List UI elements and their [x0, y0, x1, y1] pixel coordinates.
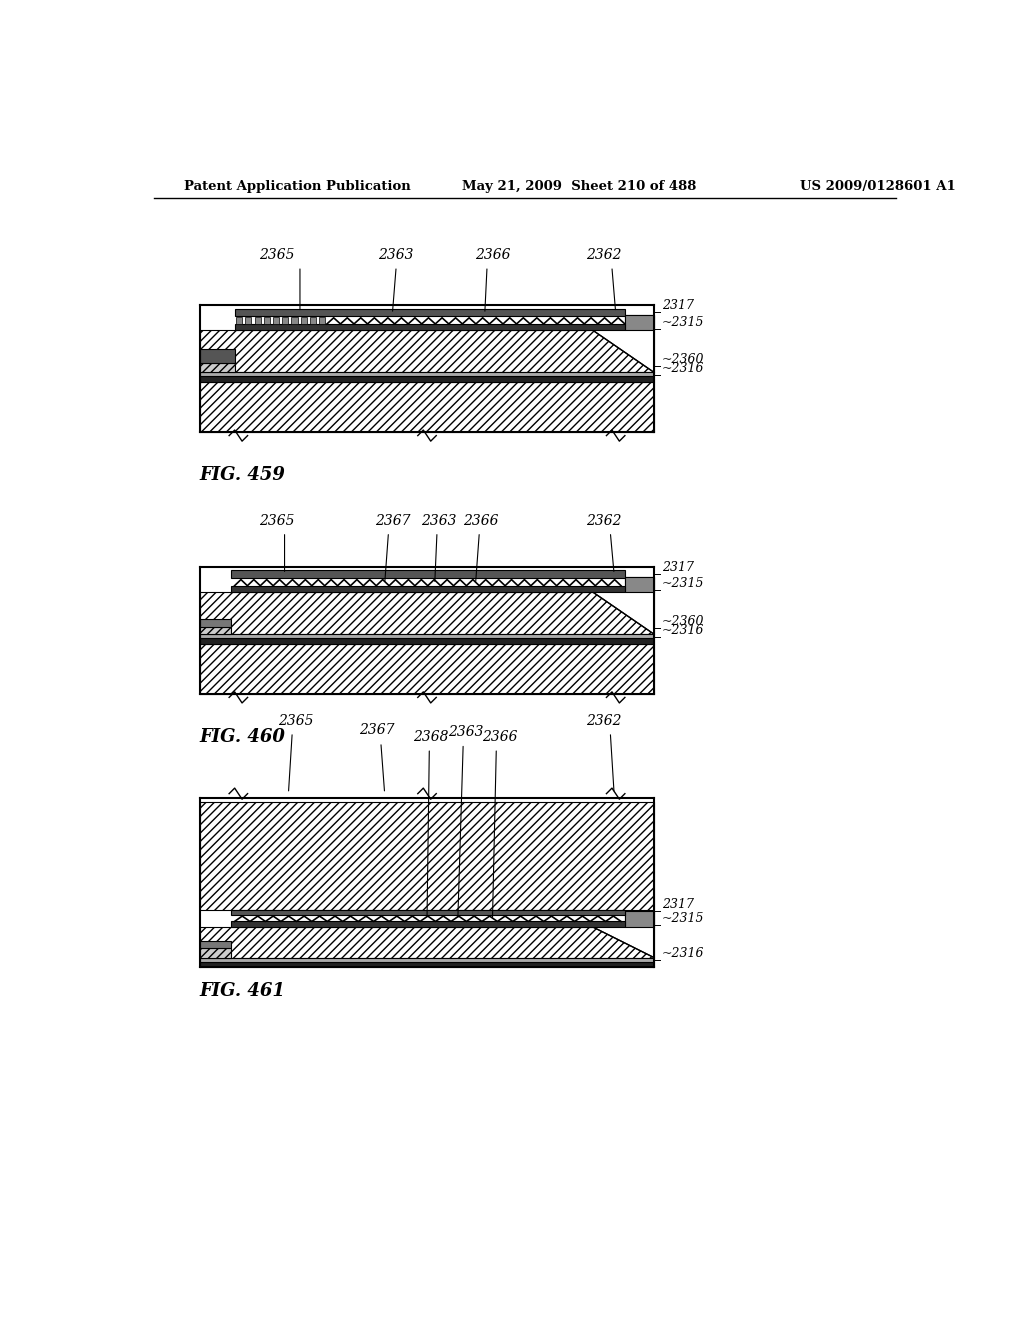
Text: 2365: 2365 [279, 714, 314, 729]
Text: FIG. 460: FIG. 460 [200, 729, 286, 746]
Text: 2366: 2366 [463, 513, 499, 528]
Bar [625, 577, 654, 591]
Bar [625, 911, 654, 927]
Text: 2365: 2365 [259, 248, 295, 263]
Bar [292, 317, 298, 323]
Bar [200, 941, 230, 949]
Text: FIG. 461: FIG. 461 [200, 982, 286, 1001]
Bar [234, 309, 625, 317]
Text: US 2009/0128601 A1: US 2009/0128601 A1 [801, 181, 956, 194]
Bar [200, 381, 654, 432]
Bar [200, 948, 230, 958]
Polygon shape [593, 927, 654, 958]
Bar [200, 363, 234, 372]
Bar [200, 961, 654, 966]
Bar [200, 350, 234, 363]
Text: 2363: 2363 [379, 248, 414, 263]
Bar [200, 958, 654, 961]
Polygon shape [593, 330, 654, 372]
Text: 2368: 2368 [413, 730, 449, 743]
Text: FIG. 459: FIG. 459 [200, 466, 286, 484]
Bar [264, 317, 270, 323]
Bar [200, 376, 654, 381]
Bar [200, 927, 654, 958]
Bar [625, 314, 654, 330]
Text: 2366: 2366 [482, 730, 518, 743]
Bar [200, 627, 230, 635]
Text: ~2315: ~2315 [662, 912, 705, 925]
Bar [200, 644, 654, 693]
Bar [283, 317, 289, 323]
Bar [200, 619, 230, 627]
Bar [230, 921, 625, 927]
Bar [625, 314, 654, 330]
Bar [625, 911, 654, 927]
Bar [200, 635, 654, 638]
Text: 2362: 2362 [587, 248, 622, 263]
Bar [301, 317, 307, 323]
Bar [200, 330, 654, 372]
Bar [625, 577, 654, 591]
Text: 2366: 2366 [475, 248, 510, 263]
Polygon shape [593, 591, 654, 635]
Bar [200, 803, 654, 909]
Text: 2363: 2363 [447, 725, 483, 739]
Bar [200, 591, 654, 635]
Text: 2362: 2362 [587, 513, 622, 528]
Text: ~2316: ~2316 [662, 362, 705, 375]
Bar [237, 317, 243, 323]
Text: ~2315: ~2315 [662, 577, 705, 590]
Text: 2317: 2317 [662, 561, 694, 574]
Text: May 21, 2009  Sheet 210 of 488: May 21, 2009 Sheet 210 of 488 [462, 181, 696, 194]
Text: 2362: 2362 [587, 714, 622, 729]
Bar [246, 317, 252, 323]
Text: ~2360: ~2360 [662, 615, 705, 628]
Bar [310, 317, 316, 323]
Bar [230, 570, 625, 578]
Text: 2317: 2317 [662, 300, 694, 313]
Bar [200, 372, 654, 376]
Bar [200, 638, 654, 644]
Text: 2317: 2317 [662, 899, 694, 911]
Bar [255, 317, 261, 323]
Text: ~2316: ~2316 [662, 946, 705, 960]
Text: 2367: 2367 [375, 513, 410, 528]
Text: ~2316: ~2316 [662, 623, 705, 636]
Bar [234, 323, 625, 330]
Text: 2363: 2363 [421, 513, 457, 528]
Text: 2367: 2367 [359, 723, 394, 738]
Text: ~2315: ~2315 [662, 315, 705, 329]
Bar [273, 317, 280, 323]
Text: ~2360: ~2360 [662, 354, 705, 367]
Text: Patent Application Publication: Patent Application Publication [184, 181, 412, 194]
Bar [230, 909, 625, 915]
Bar [319, 317, 326, 323]
Text: 2365: 2365 [259, 513, 295, 528]
Bar [230, 586, 625, 591]
